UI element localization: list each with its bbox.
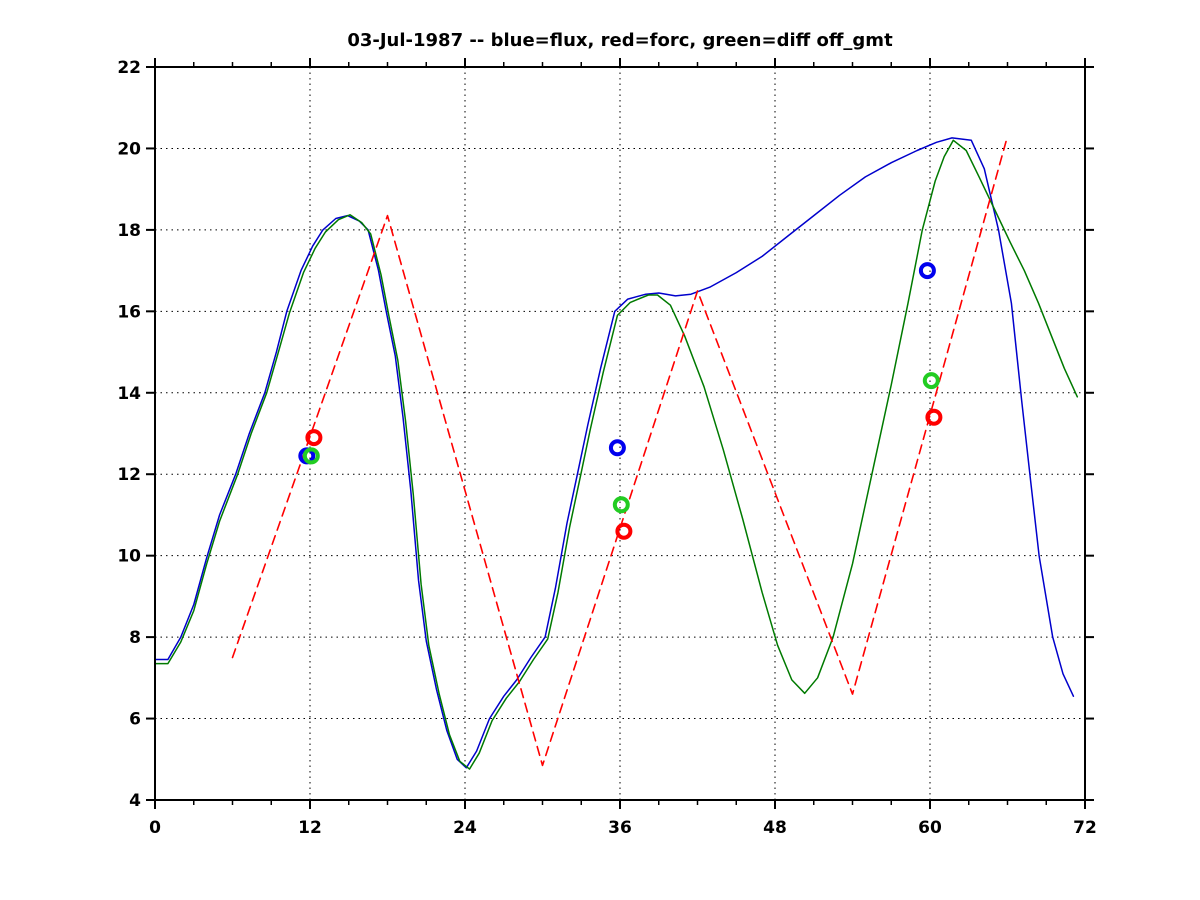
marker-forc-circle bbox=[925, 408, 943, 426]
marker-forc-circle bbox=[615, 522, 633, 540]
plot-border bbox=[154, 66, 1086, 801]
x-axis-tick-label: 0 bbox=[149, 818, 161, 838]
series-line-flux bbox=[154, 137, 1075, 769]
y-axis-tick-label: 12 bbox=[117, 465, 141, 485]
x-axis-tick-label: 72 bbox=[1073, 818, 1097, 838]
y-axis-tick-label: 16 bbox=[117, 302, 141, 322]
axes-layer: 0 12 24 36 48 60 72 4 6 8 10 12 14 16 18 20 22 bbox=[117, 58, 1097, 838]
y-axis-tick-label: 14 bbox=[117, 384, 141, 404]
grid-layer bbox=[155, 67, 1085, 800]
x-axis-tick-label: 24 bbox=[453, 818, 477, 838]
x-axis-tick-label: 12 bbox=[298, 818, 322, 838]
y-axis-tick-label: 8 bbox=[129, 628, 141, 648]
series-line-diff bbox=[154, 139, 1079, 770]
marker-diff-circle bbox=[922, 372, 940, 390]
plot-title: 03-Jul-1987 -- blue=flux, red=forc, gree… bbox=[347, 30, 893, 51]
marker-diff-circle bbox=[612, 496, 630, 514]
y-axis-tick-label: 20 bbox=[117, 139, 141, 159]
x-axis-tick-label: 48 bbox=[763, 818, 787, 838]
marker-flux-circle bbox=[608, 439, 626, 457]
y-axis-tick-label: 22 bbox=[117, 58, 141, 78]
marker-layer bbox=[298, 262, 943, 540]
marker-flux-circle bbox=[918, 262, 936, 280]
y-axis-tick-label: 4 bbox=[129, 791, 141, 811]
marker-forc-circle bbox=[305, 429, 323, 447]
x-axis-tick-label: 36 bbox=[608, 818, 632, 838]
x-axis-tick-label: 60 bbox=[918, 818, 942, 838]
series-layer bbox=[154, 135, 1079, 770]
marker-diff-circle bbox=[302, 447, 320, 465]
y-axis-tick-label: 18 bbox=[117, 221, 141, 241]
series-line-forc bbox=[231, 135, 1009, 767]
y-axis-tick-label: 10 bbox=[117, 547, 141, 567]
y-axis-tick-label: 6 bbox=[129, 710, 141, 730]
